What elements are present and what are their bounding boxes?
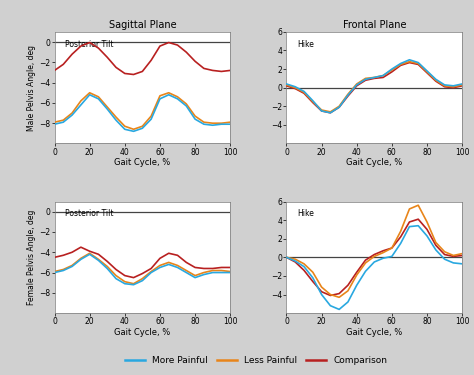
Text: Hike: Hike [297, 209, 314, 218]
Title: Sagittal Plane: Sagittal Plane [109, 20, 176, 30]
Text: Hike: Hike [297, 40, 314, 49]
X-axis label: Gait Cycle, %: Gait Cycle, % [114, 158, 171, 167]
Text: Posterior Tilt: Posterior Tilt [65, 209, 114, 218]
Text: Posterior Tilt: Posterior Tilt [65, 40, 114, 49]
X-axis label: Gait Cycle, %: Gait Cycle, % [346, 158, 402, 167]
Y-axis label: Female Pelvis Angle, deg: Female Pelvis Angle, deg [27, 210, 36, 305]
X-axis label: Gait Cycle, %: Gait Cycle, % [346, 328, 402, 337]
Title: Frontal Plane: Frontal Plane [343, 20, 406, 30]
X-axis label: Gait Cycle, %: Gait Cycle, % [114, 328, 171, 337]
Y-axis label: Male Pelvis Angle, deg: Male Pelvis Angle, deg [27, 45, 36, 130]
Legend: More Painful, Less Painful, Comparison: More Painful, Less Painful, Comparison [121, 352, 391, 369]
